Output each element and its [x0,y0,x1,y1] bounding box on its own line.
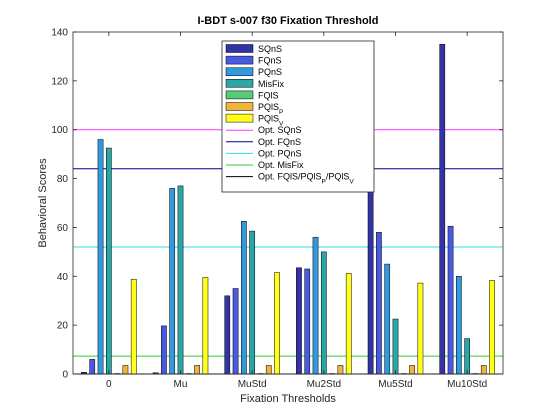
legend-label: Opt. MisFix [258,160,304,170]
bar [224,295,231,375]
bar [97,139,104,375]
legend-label: FQlS [258,90,279,100]
legend-label: FQnS [258,56,282,66]
legend-swatch [225,79,254,88]
bar [241,221,247,375]
x-tick-label: Mu5Std [378,379,412,390]
bar [409,365,415,375]
legend-swatch [225,90,254,100]
legend-swatch [225,44,254,53]
bar [105,147,112,375]
y-tick-label: 20 [57,321,69,332]
legend-swatch [225,113,254,123]
legend-label: MisFix [258,79,284,89]
y-axis-label: Behavioral Scores [37,158,49,248]
bar [122,365,129,375]
legend-label: Opt. FQnS [258,137,301,147]
y-tick-label: 40 [57,272,69,283]
bar [489,280,495,375]
x-tick-label: MuStd [238,379,267,390]
legend-label: PQnS [258,67,282,77]
x-tick-label: Mu10Std [447,379,487,390]
legend-label: SQnS [258,44,282,54]
x-tick-label: Mu [174,379,188,390]
bar [169,188,176,375]
y-tick-label: 0 [62,370,68,381]
bar [439,43,446,375]
bar [274,272,280,375]
legend-swatch [225,102,254,111]
bar [194,365,200,375]
bar [417,282,424,375]
legend-label: PQlSV [258,114,284,128]
bar [320,251,327,375]
legend-label: PQlSP [258,102,283,116]
legend-swatch [225,55,254,65]
bar [89,359,96,375]
bar [480,365,487,375]
y-tick-label: 60 [57,223,69,234]
bar [384,263,391,375]
x-axis-label: Fixation Thresholds [240,393,336,405]
bar [304,268,311,375]
bar [265,365,272,375]
bar [312,236,319,375]
plot-frame [72,31,504,375]
y-tick-label: 120 [51,76,68,87]
bar [464,338,471,375]
bar [177,185,184,375]
x-tick-label: Mu2Std [307,379,341,390]
x-axis: 0 Mu MuStd Mu2Std Mu5Std Mu10Std [106,32,487,390]
bar [161,325,167,375]
legend-swatch [225,67,254,76]
bar [232,288,239,375]
bar [296,267,302,375]
y-tick-label: 100 [51,125,68,136]
bar [202,277,209,375]
bar [345,273,352,375]
y-tick-label: 140 [51,28,68,39]
y-axis: 0 20 40 60 80 100 120 140 [51,28,503,381]
legend-label: Opt. FQlS/PQlSP/PQlSV [258,172,354,186]
bar [392,318,399,375]
y-tick-label: 80 [57,174,69,185]
bar [447,225,454,375]
bar [456,276,462,375]
x-tick-label: 0 [106,379,112,390]
bar [376,232,382,375]
bar [249,230,256,375]
bar [130,278,137,375]
chart-title: I-BDT s-007 f30 Fixation Threshold [198,15,379,27]
bar [337,365,344,375]
legend-label: Opt. SQnS [258,125,302,135]
legend-label: Opt. PQnS [258,148,302,158]
